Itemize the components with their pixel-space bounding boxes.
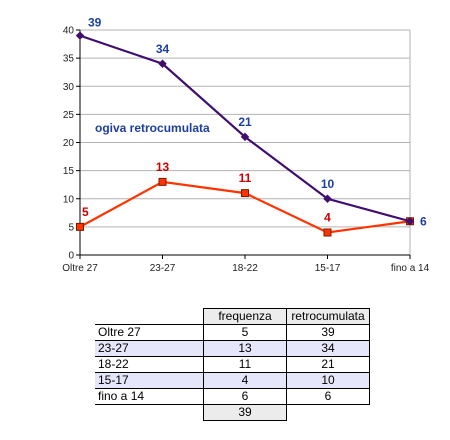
row-retrocumulata: 39 — [286, 324, 370, 341]
row-retrocumulata: 10 — [286, 372, 370, 389]
y-tick-label: 10 — [63, 194, 75, 205]
chart-gridlines — [80, 29, 411, 255]
chart-series — [75, 31, 415, 237]
data-point-retrocumulata — [75, 31, 85, 40]
row-retrocumulata: 21 — [286, 356, 370, 373]
row-retrocumulata: 34 — [286, 340, 370, 357]
data-point-frequenza — [158, 177, 167, 186]
data-label-frequenza: 11 — [239, 171, 252, 185]
row-frequenza: 5 — [203, 324, 287, 341]
table-row: 15-17 4 10 — [95, 372, 370, 389]
x-tick-label: 18-22 — [232, 263, 258, 274]
data-point-retrocumulata — [158, 59, 167, 68]
y-tick-label: 0 — [68, 251, 74, 262]
y-tick-label: 5 — [68, 222, 74, 233]
total-frequenza: 39 — [203, 404, 287, 421]
x-tick-label: fino a 14 — [391, 263, 430, 274]
chart-annotation: ogiva retrocumulata — [95, 121, 210, 135]
chart-data-labels: 5 13 11 4 39 34 21 10 6 — [82, 16, 427, 229]
frequency-table: frequenza retrocumulata Oltre 27 5 39 23… — [95, 308, 370, 421]
row-retrocumulata: 6 — [286, 388, 370, 405]
y-axis-ticks: 0 5 10 15 20 25 30 35 40 — [63, 26, 75, 262]
row-frequenza: 11 — [203, 356, 287, 373]
table-row: fino a 14 6 6 — [95, 388, 370, 405]
chart-axes — [76, 29, 411, 259]
row-frequenza: 13 — [203, 340, 287, 357]
data-label-frequenza: 13 — [156, 160, 170, 174]
x-tick-label: Oltre 27 — [62, 263, 98, 274]
data-label-retrocumulata: 6 — [420, 214, 427, 228]
data-point-frequenza — [241, 189, 249, 198]
row-label: 23-27 — [95, 340, 204, 357]
row-label: Oltre 27 — [95, 324, 204, 341]
x-tick-label: 23-27 — [150, 263, 176, 274]
y-tick-label: 40 — [63, 26, 75, 37]
y-tick-label: 15 — [63, 166, 75, 177]
x-tick-label: 15-17 — [315, 263, 341, 274]
data-label-frequenza: 4 — [324, 211, 331, 225]
data-point-retrocumulata — [323, 194, 332, 203]
table-header-retrocumulata: retrocumulata — [286, 308, 370, 325]
data-label-retrocumulata: 39 — [88, 16, 102, 30]
data-label-retrocumulata: 21 — [238, 115, 252, 129]
y-tick-label: 25 — [63, 110, 75, 121]
data-point-frequenza — [76, 222, 84, 231]
table-row: Oltre 27 5 39 — [95, 324, 370, 341]
y-tick-label: 30 — [63, 82, 75, 93]
data-label-retrocumulata: 10 — [321, 177, 335, 191]
row-label: 15-17 — [95, 372, 204, 389]
data-label-frequenza: 5 — [82, 205, 89, 219]
table-header-row: frequenza retrocumulata — [95, 308, 370, 325]
row-label: 18-22 — [95, 356, 204, 373]
x-axis-ticks: Oltre 27 23-27 18-22 15-17 fino a 14 — [62, 263, 429, 274]
table-header-frequenza: frequenza — [203, 308, 287, 325]
total-label-blank — [95, 405, 204, 421]
row-label: fino a 14 — [95, 388, 204, 405]
total-blank — [287, 405, 370, 421]
row-frequenza: 4 — [203, 372, 287, 389]
data-point-retrocumulata — [405, 217, 415, 226]
table-row: 18-22 11 21 — [95, 356, 370, 373]
table-row: 23-27 13 34 — [95, 340, 370, 357]
table-total-row: 39 — [95, 404, 370, 421]
y-tick-label: 35 — [63, 54, 75, 65]
row-frequenza: 6 — [203, 388, 287, 405]
data-point-retrocumulata — [240, 132, 250, 142]
table-header-blank — [95, 309, 204, 325]
y-tick-label: 20 — [63, 138, 75, 149]
ogive-chart: 0 5 10 15 20 25 30 35 40 Oltre 27 23-27 18-22 15-17… — [62, 16, 429, 274]
data-point-frequenza — [323, 228, 332, 237]
data-label-retrocumulata: 34 — [156, 42, 170, 56]
